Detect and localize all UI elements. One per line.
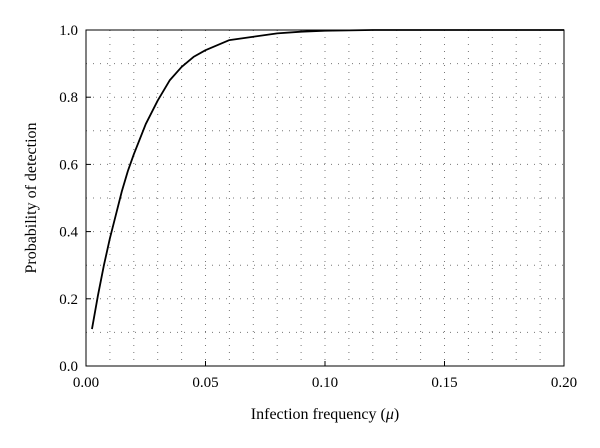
y-axis-title: Probability of detection (23, 122, 40, 273)
x-tick-label: 0.20 (551, 375, 577, 391)
x-tick-label: 0.15 (431, 375, 457, 391)
y-tick-label: 0.4 (59, 225, 78, 241)
x-tick-label: 0.00 (73, 375, 99, 391)
y-tick-label: 0.0 (59, 359, 78, 375)
y-tick-label: 0.2 (59, 292, 78, 308)
grid (86, 30, 564, 366)
x-axis: 0.00 0.05 0.10 0.15 0.20 (73, 361, 577, 391)
y-axis: 0.0 0.2 0.4 0.6 0.8 1.0 (59, 23, 91, 375)
y-tick-label: 0.6 (59, 157, 78, 173)
series-line (91, 29, 564, 330)
x-axis-title: Infection frequency (μ) (251, 406, 399, 423)
y-tick-label: 1.0 (59, 23, 78, 39)
y-tick-label: 0.8 (59, 90, 78, 106)
x-axis-title-prefix: Infection frequency ( (251, 406, 386, 423)
x-axis-title-symbol: μ (385, 406, 394, 423)
x-tick-label: 0.10 (312, 375, 338, 391)
x-tick-label: 0.05 (192, 375, 218, 391)
x-axis-title-suffix: ) (394, 406, 399, 423)
series-layer (91, 29, 564, 330)
